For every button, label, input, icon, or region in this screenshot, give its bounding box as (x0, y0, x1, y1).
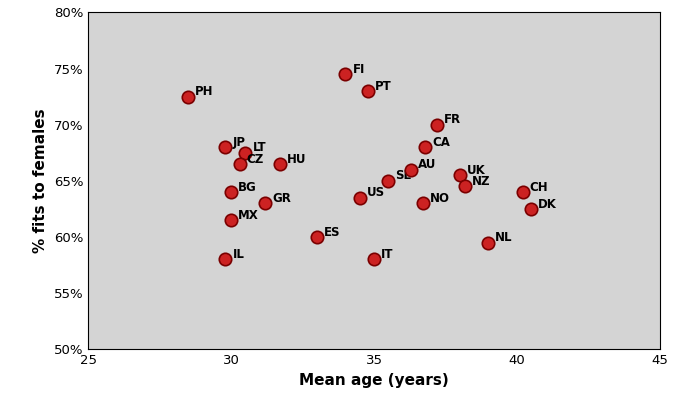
Text: FR: FR (444, 113, 461, 126)
Text: IT: IT (381, 248, 394, 261)
Text: GR: GR (273, 192, 291, 205)
Text: CZ: CZ (247, 152, 264, 166)
Text: PT: PT (375, 80, 392, 92)
Point (235, 161, 245, 167)
Point (483, 239, 494, 246)
X-axis label: Mean age (years): Mean age (years) (299, 373, 449, 388)
Text: MX: MX (238, 209, 259, 222)
Text: PH: PH (195, 85, 214, 98)
Point (460, 183, 471, 190)
Point (220, 144, 231, 150)
Point (354, 194, 365, 201)
Point (526, 206, 537, 212)
Text: US: US (367, 186, 385, 199)
Text: BG: BG (238, 181, 257, 194)
Text: FI: FI (352, 63, 364, 76)
Point (274, 161, 285, 167)
Point (369, 256, 379, 263)
Point (226, 189, 237, 195)
Point (420, 144, 431, 150)
Point (240, 150, 251, 156)
Point (431, 121, 442, 128)
Point (311, 234, 322, 240)
Text: SE: SE (395, 169, 411, 182)
Text: IL: IL (233, 248, 244, 261)
Point (383, 178, 394, 184)
Text: CH: CH (530, 181, 548, 194)
Text: NZ: NZ (473, 175, 491, 188)
Text: CA: CA (432, 136, 450, 149)
Text: LT: LT (252, 141, 266, 155)
Point (417, 200, 428, 207)
Point (363, 88, 374, 94)
Point (517, 189, 528, 195)
Text: HU: HU (287, 152, 306, 166)
Point (454, 172, 465, 178)
Text: NO: NO (430, 192, 449, 205)
Point (220, 256, 231, 263)
Text: DK: DK (538, 198, 557, 210)
Point (183, 93, 194, 100)
Text: AU: AU (418, 158, 437, 171)
Point (406, 166, 417, 173)
Text: JP: JP (233, 136, 245, 149)
Text: UK: UK (466, 164, 486, 177)
Text: ES: ES (324, 226, 340, 239)
Point (226, 217, 237, 224)
Text: NL: NL (495, 231, 513, 244)
Y-axis label: % fits to females: % fits to females (33, 109, 48, 253)
Point (260, 200, 271, 207)
Point (340, 71, 351, 77)
